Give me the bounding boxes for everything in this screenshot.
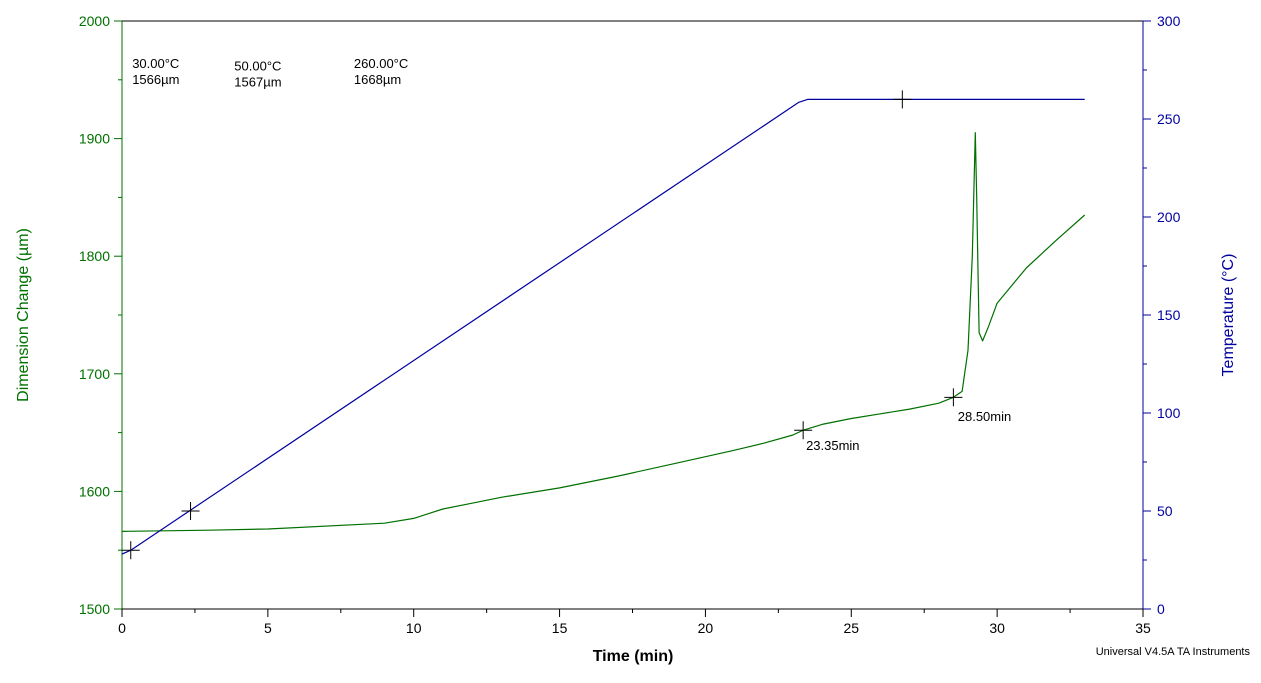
x-tick-label: 35 (1135, 620, 1151, 636)
x-tick-label: 15 (552, 620, 568, 636)
y-right-tick-label: 300 (1157, 13, 1181, 29)
y-left-tick-label: 2000 (79, 13, 110, 29)
x-axis-label: Time (min) (593, 648, 674, 665)
y-right-tick-label: 0 (1157, 601, 1165, 617)
y-right-tick-label: 200 (1157, 209, 1181, 225)
crosshair-marker (794, 421, 813, 440)
y-axis-right-label: Temperature (°C) (1220, 254, 1237, 377)
x-tick-label: 10 (406, 620, 422, 636)
markers (121, 90, 963, 560)
annotation-line: 28.50min (958, 409, 1011, 424)
x-tick-label: 0 (118, 620, 126, 636)
annotation-label: 28.50min (958, 409, 1011, 424)
footer-credit: Universal V4.5A TA Instruments (1096, 646, 1251, 658)
annotation-line: 50.00°C (234, 58, 281, 73)
y-right-tick-label: 50 (1157, 503, 1173, 519)
x-tick-label: 25 (843, 620, 859, 636)
annotation-line: 1668µm (354, 72, 401, 87)
annotation-label: 30.00°C 1566µm (132, 56, 179, 87)
y-left-tick-label: 1900 (79, 131, 110, 147)
annotation-label: 260.00°C 1668µm (354, 56, 408, 87)
annotation-line: 23.35min (806, 438, 859, 453)
annotation-line: 1566µm (132, 72, 179, 87)
dimension-change-line (121, 132, 1086, 532)
y-left-tick-label: 1600 (79, 483, 110, 499)
x-tick-label: 5 (264, 620, 272, 636)
y-right-tick-label: 100 (1157, 405, 1181, 421)
temperature-line (121, 98, 1085, 555)
axes (121, 20, 1144, 610)
annotation-label: 23.35min (806, 438, 859, 453)
y-left-tick-label: 1700 (79, 366, 110, 382)
y-axis-left-label: Dimension Change (µm) (15, 228, 32, 402)
y-right-tick-label: 250 (1157, 111, 1181, 127)
x-tick-label: 30 (989, 620, 1005, 636)
y-left-tick-label: 1500 (79, 601, 110, 617)
crosshair-marker (944, 388, 963, 407)
ticks: 1500160017001800190020000501001502002503… (79, 13, 1181, 636)
series (121, 98, 1086, 555)
annotation-line: 1567µm (234, 74, 281, 89)
annotation-label: 50.00°C 1567µm (234, 58, 281, 89)
annotation-line: 260.00°C (354, 56, 408, 71)
crosshair-marker (181, 502, 200, 520)
y-right-tick-label: 150 (1157, 307, 1181, 323)
crosshair-marker (893, 90, 912, 109)
crosshair-marker (121, 541, 140, 560)
annotation-line: 30.00°C (132, 56, 179, 71)
y-left-tick-label: 1800 (79, 248, 110, 264)
annotations: 30.00°C 1566µm 50.00°C 1567µm 260.00°C 1668µm… (132, 56, 1011, 453)
x-tick-label: 20 (698, 620, 714, 636)
